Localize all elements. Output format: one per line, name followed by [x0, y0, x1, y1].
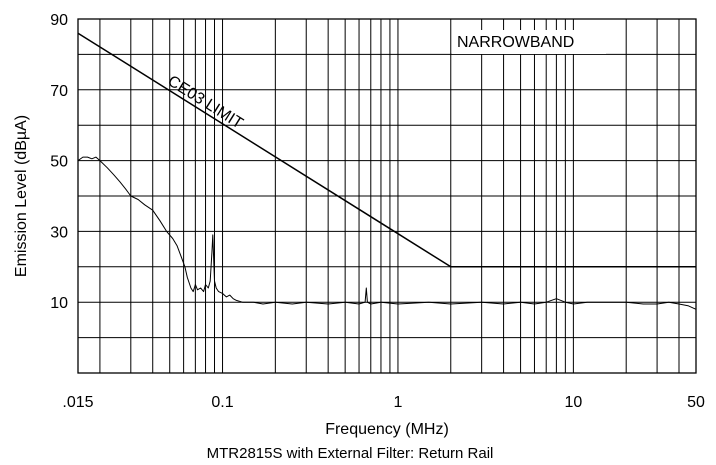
emission-trace	[77, 156, 697, 310]
chart-caption: MTR2815S with External Filter: Return Ra…	[207, 445, 494, 462]
plot-frame	[77, 18, 697, 374]
x-tick-label: .015	[62, 394, 93, 411]
y-gridlines	[78, 53, 696, 339]
y-tick-label: 90	[50, 12, 68, 29]
limit-line	[77, 32, 696, 268]
y-tick-label: 10	[50, 295, 68, 312]
y-axis-title: Emission Level (dBµA)	[13, 115, 30, 277]
x-tick-labels: .015 0.1 1 10 50	[62, 394, 705, 411]
y-tick-labels: 10 30 50 70 90	[50, 12, 68, 312]
x-axis-title: Frequency (MHz)	[325, 421, 449, 438]
narrowband-label: NARROWBAND	[457, 34, 574, 51]
series-layer	[77, 32, 697, 310]
narrowband-label-background	[452, 30, 606, 54]
x-tick-label: 10	[564, 394, 582, 411]
y-tick-label: 50	[50, 154, 68, 171]
x-tick-label: 0.1	[211, 394, 233, 411]
y-tick-label: 30	[50, 224, 68, 241]
x-tick-label: 50	[687, 394, 705, 411]
y-tick-label: 70	[50, 83, 68, 100]
x-tick-label: 1	[394, 394, 403, 411]
